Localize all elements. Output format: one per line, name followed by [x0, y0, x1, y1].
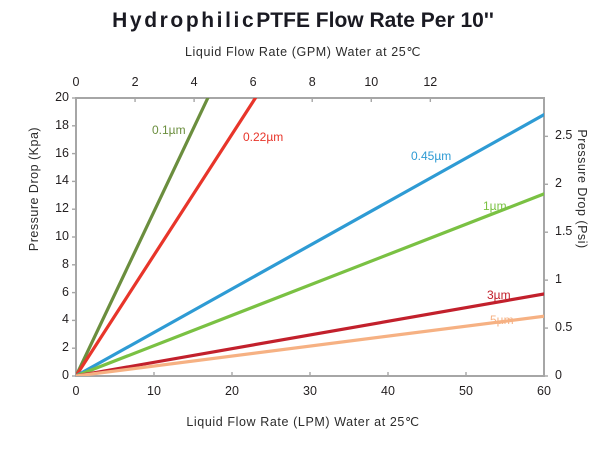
series-line-0.45µm	[76, 113, 544, 376]
chart-subtitle: Liquid Flow Rate (GPM) Water at 25℃	[184, 45, 422, 59]
series-line-0.1µm	[76, 98, 210, 376]
x-top-tick-label: 10	[364, 75, 379, 89]
data-series-lines	[76, 98, 544, 376]
y-left-tick-label: 10	[55, 229, 69, 243]
series-label-0.45µm: 0.45µm	[411, 149, 452, 163]
series-label-5µm: 5µm	[490, 313, 514, 327]
y-right-tick-label: 0	[555, 368, 562, 382]
y-left-tick-label: 14	[55, 173, 69, 188]
y-left-tick-label: 2	[62, 340, 69, 355]
series-line-5µm	[76, 314, 544, 376]
x-bottom-tick-label: 50	[459, 384, 473, 398]
y-right-tick-label: 2	[555, 176, 562, 191]
x-bottom-tick-label: 10	[147, 384, 161, 398]
x-top-tick-label: 6	[249, 75, 257, 89]
y-left-tick-label: 6	[62, 284, 69, 299]
x-bottom-tick-label: 0	[72, 384, 80, 398]
series-line-1µm	[76, 192, 544, 376]
y-right-tick-label: 0.5	[555, 320, 573, 335]
y-left-tick-label: 0	[62, 368, 69, 382]
y-left-tick-label: 18	[55, 117, 69, 132]
tick-marks	[72, 97, 548, 377]
x-bottom-tick-label: 40	[381, 384, 395, 398]
chart-title-part-2: PTFE Flow Rate Per 10''	[256, 9, 494, 32]
series-line-0.22µm	[76, 98, 257, 376]
x-top-tick-label: 8	[308, 75, 316, 89]
x-bottom-tick-label: 60	[537, 384, 551, 398]
x-top-tick-label: 2	[131, 75, 139, 89]
chart-title: HydrophilicPTFE Flow Rate Per 10''	[0, 9, 606, 33]
x-bottom-tick-label: 30	[303, 384, 317, 398]
y-left-tick-label: 20	[55, 90, 69, 104]
series-label-0.1µm: 0.1µm	[152, 123, 186, 137]
x-axis-bottom-title: Liquid Flow Rate (LPM) Water at 25℃	[186, 415, 420, 429]
y-left-tick-label: 8	[62, 256, 69, 271]
y-right-tick-label: 2.5	[555, 128, 573, 143]
series-label-1µm: 1µm	[483, 199, 507, 213]
y-left-tick-label: 4	[62, 312, 69, 327]
y-left-tick-label: 12	[55, 201, 69, 216]
series-label-3µm: 3µm	[487, 288, 511, 302]
y-left-tick-label: 16	[55, 145, 69, 160]
x-top-tick-label: 0	[72, 75, 80, 89]
x-bottom-tick-label: 20	[225, 384, 239, 398]
series-line-3µm	[76, 292, 544, 376]
chart-title-part-1: Hydrophilic	[112, 9, 257, 32]
x-top-tick-label: 4	[190, 75, 198, 89]
x-top-tick-label: 12	[423, 75, 438, 89]
y-right-tick-label: 1	[555, 272, 562, 287]
series-label-0.22µm: 0.22µm	[243, 130, 284, 144]
y-right-tick-label: 1.5	[555, 224, 573, 239]
